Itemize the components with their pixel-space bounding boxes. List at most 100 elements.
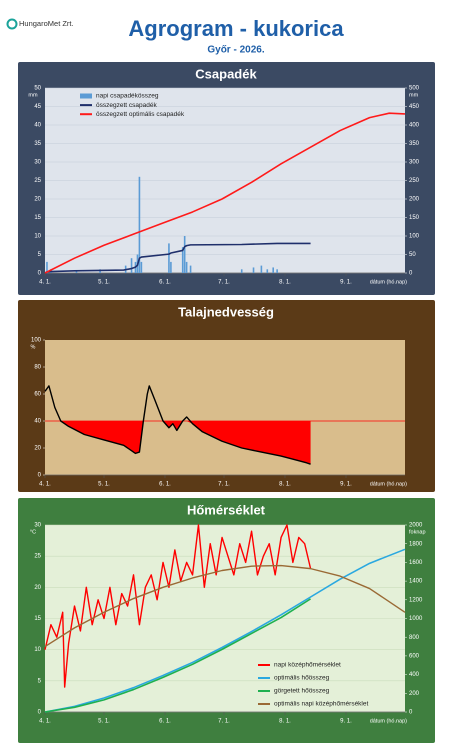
x-tick-label: 8. 1. [279, 482, 291, 488]
y-tick-label: 60 [34, 392, 41, 398]
bar [276, 269, 278, 273]
y2-tick-label: 400 [409, 672, 420, 678]
x-tick-label: 5. 1. [98, 280, 110, 286]
series-line [44, 524, 312, 688]
y2-tick-label: 1800 [409, 541, 423, 547]
x-tick-label: 8. 1. [279, 719, 291, 725]
bar [189, 265, 192, 273]
x-tick-label: 5. 1. [98, 719, 110, 725]
y-tick-label: 10 [34, 234, 41, 240]
y2-tick-label: 1400 [409, 579, 423, 585]
y2-tick-label: 200 [409, 197, 420, 203]
y-tick-label: 20 [34, 585, 41, 591]
y2-tick-label: 2000 [409, 523, 423, 529]
bar [168, 243, 170, 273]
y2-axis-label: mm [409, 92, 419, 98]
y-tick-label: 35 [34, 141, 41, 147]
x-axis-label: dátum (hó.nap) [370, 481, 407, 487]
bar [185, 261, 188, 273]
x-tick-label: 6. 1. [159, 719, 171, 725]
x-tick-label: 6. 1. [159, 482, 171, 488]
logo-text: HungaroMet Zrt. [19, 19, 74, 28]
bar [75, 271, 78, 273]
legend-label: napi csapadékösszeg [96, 93, 159, 100]
y2-tick-label: 200 [409, 691, 420, 697]
x-tick-label: 7. 1. [218, 719, 230, 725]
bar [183, 236, 186, 273]
y2-tick-label: 450 [409, 104, 420, 110]
y-tick-label: 25 [34, 554, 41, 560]
chart-title: Talajnedvesség [178, 304, 274, 319]
bar [170, 261, 172, 273]
bar [181, 247, 184, 273]
y2-tick-label: 800 [409, 635, 420, 641]
bar [140, 261, 143, 273]
y2-tick-label: 600 [409, 653, 420, 659]
y-tick-label: 0 [38, 473, 42, 479]
y-tick-label: 0 [38, 710, 42, 716]
y-tick-label: 50 [34, 86, 41, 92]
chart-title: Hőmérséklet [187, 502, 266, 517]
y2-tick-label: 1600 [409, 560, 423, 566]
x-axis-label: dátum (hó.nap) [370, 279, 407, 285]
x-tick-label: 9. 1. [340, 719, 352, 725]
page-subtitle: Győr - 2026. [207, 45, 264, 56]
y-tick-label: 15 [34, 616, 41, 622]
y-tick-label: 45 [34, 104, 41, 110]
series-line [44, 564, 406, 648]
y2-tick-label: 350 [409, 141, 420, 147]
bar [46, 261, 48, 273]
x-tick-label: 8. 1. [279, 280, 291, 286]
y-tick-label: 100 [31, 338, 42, 344]
y-tick-label: 40 [34, 123, 41, 129]
series-line [44, 242, 311, 274]
y2-tick-label: 0 [409, 271, 413, 277]
page-title: Agrogram - kukorica [128, 16, 344, 41]
x-tick-label: 9. 1. [340, 482, 352, 488]
y-tick-label: 30 [34, 160, 41, 166]
series-line [44, 548, 406, 713]
y2-tick-label: 0 [409, 710, 413, 716]
y-tick-label: 80 [34, 365, 41, 371]
y2-tick-label: 250 [409, 178, 420, 184]
logo-icon [6, 18, 18, 30]
y-tick-label: 30 [34, 523, 41, 529]
y2-tick-label: 500 [409, 86, 420, 92]
y-tick-label: 20 [34, 197, 41, 203]
y2-tick-label: 1200 [409, 597, 423, 603]
y-axis-label: % [31, 344, 36, 350]
y-tick-label: 0 [38, 271, 42, 277]
y2-tick-label: 150 [409, 215, 420, 221]
logo: HungaroMet Zrt. [6, 18, 74, 30]
y-axis-label: °C [30, 529, 36, 535]
x-axis-label: dátum (hó.nap) [370, 718, 407, 724]
y-tick-label: 5 [38, 252, 42, 258]
series-line [44, 598, 311, 713]
legend-label: optimális napi középhőmérséklet [274, 701, 368, 708]
legend-label: optimális hőösszeg [274, 675, 330, 682]
y2-tick-label: 50 [409, 252, 416, 258]
legend-swatch [80, 93, 92, 99]
x-tick-label: 7. 1. [218, 482, 230, 488]
legend-label: összegzett csapadék [96, 102, 157, 109]
x-tick-label: 4. 1. [39, 719, 51, 725]
y-tick-label: 15 [34, 215, 41, 221]
x-tick-label: 6. 1. [159, 280, 171, 286]
bar [240, 269, 243, 273]
y-tick-label: 40 [34, 419, 41, 425]
bar [272, 267, 274, 273]
y-tick-label: 25 [34, 178, 41, 184]
y2-axis-label: foknap [409, 529, 426, 535]
bar [252, 267, 255, 273]
y-axis-label: mm [28, 92, 38, 98]
bar [260, 265, 263, 273]
y-tick-label: 20 [34, 446, 41, 452]
bar [138, 176, 141, 273]
y-tick-label: 10 [34, 647, 41, 653]
legend-label: napi középhőmérséklet [274, 662, 341, 669]
y2-tick-label: 1000 [409, 616, 423, 622]
legend-label: összegzett optimális csapadék [96, 111, 185, 118]
y2-tick-label: 100 [409, 234, 420, 240]
